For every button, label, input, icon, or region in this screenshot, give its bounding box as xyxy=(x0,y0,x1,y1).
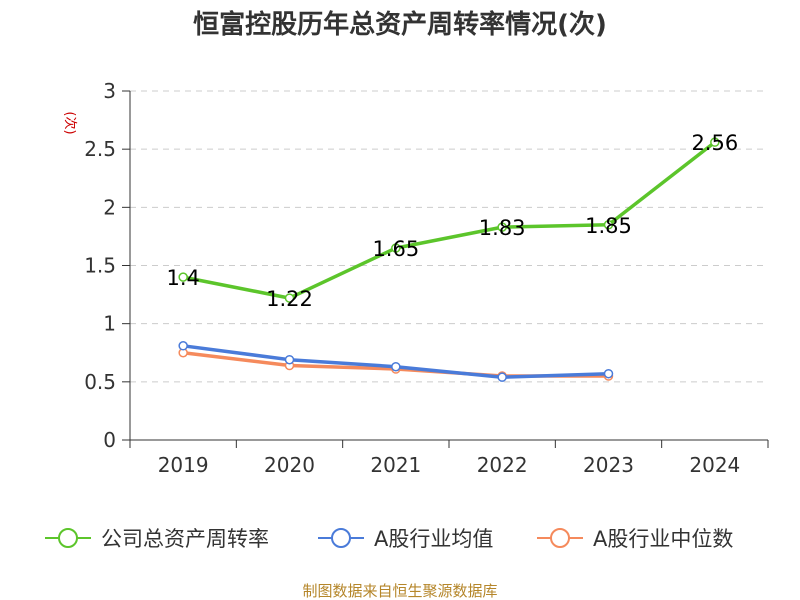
legend-item[interactable]: 公司总资产周转率 xyxy=(45,527,269,551)
data-label: 1.22 xyxy=(266,287,313,311)
data-point xyxy=(284,293,295,303)
y-tick-label: 1 xyxy=(103,312,116,336)
legend-item[interactable]: A股行业均值 xyxy=(318,527,493,551)
legend-marker-circle xyxy=(58,528,78,548)
data-point xyxy=(497,222,507,232)
y-tick-label: 0.5 xyxy=(84,370,116,394)
x-tick-label: 2020 xyxy=(264,453,315,477)
data-label: 1.65 xyxy=(372,237,419,261)
data-label: 1.83 xyxy=(479,216,526,240)
y-tick-label: 0 xyxy=(103,428,116,452)
data-point xyxy=(603,368,614,379)
data-point xyxy=(178,341,188,351)
data-point xyxy=(391,243,401,253)
x-tick-label: 2022 xyxy=(477,453,528,477)
data-label: 2.56 xyxy=(691,131,738,155)
data-label: 1.4 xyxy=(166,266,199,290)
legend[interactable]: 公司总资产周转率 A股行业均值 A股行业中位数 xyxy=(45,527,733,551)
legend-label: A股行业均值 xyxy=(374,527,493,551)
legend-item[interactable]: A股行业中位数 xyxy=(537,527,733,551)
grid-lines xyxy=(130,90,768,383)
data-point xyxy=(497,372,507,382)
legend-marker-circle xyxy=(331,528,351,548)
y-axis-unit-label: (次) xyxy=(62,111,78,134)
data-point xyxy=(178,272,188,282)
x-tick-label: 2023 xyxy=(583,453,634,477)
source-note: 制图数据来自恒生聚源数据库 xyxy=(302,582,497,600)
chart-title: 恒富控股历年总资产周转率情况(次) xyxy=(193,9,607,40)
data-point xyxy=(284,354,295,365)
data-point xyxy=(391,361,401,372)
y-tick-label: 1.5 xyxy=(84,254,116,278)
data-label: 1.85 xyxy=(585,214,632,238)
data-labels: 1.4 1.22 1.65 1.83 1.85 2.56 xyxy=(166,131,738,311)
y-tick-label: 3 xyxy=(103,79,116,103)
legend-label: 公司总资产周转率 xyxy=(101,527,269,551)
series-line xyxy=(182,140,716,300)
y-tick-label: 2.5 xyxy=(84,137,116,161)
x-tick-label: 2024 xyxy=(689,453,740,477)
series-layer xyxy=(178,137,720,382)
data-point xyxy=(710,137,720,147)
x-tick-label: 2021 xyxy=(370,453,421,477)
x-tick-label: 2019 xyxy=(158,453,209,477)
y-tick-label: 2 xyxy=(103,195,116,219)
axes: 0 0.5 1 1.5 2 2.5 3 2019 2020 2021 2022 2023 2024 xyxy=(84,79,769,477)
legend-marker-circle xyxy=(550,528,570,548)
data-point xyxy=(603,220,614,230)
legend-label: A股行业中位数 xyxy=(593,527,733,551)
